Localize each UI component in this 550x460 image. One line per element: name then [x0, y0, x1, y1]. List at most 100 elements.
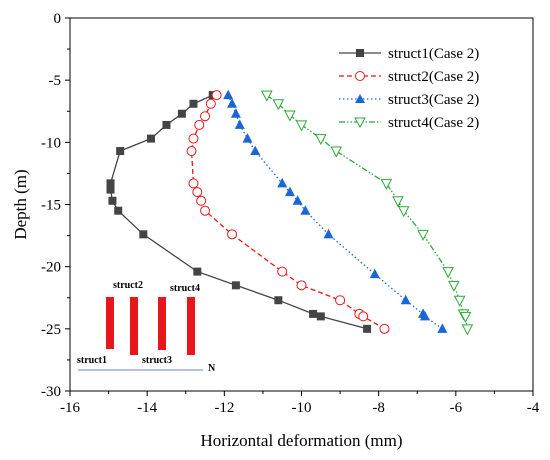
data-point-struct1	[177, 109, 186, 118]
x-axis-ticks: -16 -14 -12 -10 -8 -6 -4	[60, 391, 540, 416]
series-struct3	[223, 89, 448, 333]
legend-label-struct1: struct1(Case 2)	[388, 46, 479, 62]
x-tick-label: -6	[450, 400, 463, 416]
x-tick-label: -14	[137, 400, 157, 416]
data-point-struct1	[193, 267, 202, 276]
data-point-struct1	[189, 99, 198, 108]
data-point-struct4	[392, 196, 404, 208]
data-point-struct4	[272, 99, 285, 111]
data-point-struct3	[323, 228, 334, 239]
x-axis-title: Horizontal deformation (mm)	[200, 431, 402, 450]
data-point-struct2	[188, 178, 199, 189]
data-point-struct3	[250, 145, 261, 156]
series-line-struct4	[266, 94, 469, 329]
series-struct4	[260, 90, 474, 336]
inset-label-struct2: struct2	[113, 280, 143, 291]
series-line-struct1	[109, 94, 368, 330]
series-struct2	[186, 90, 390, 334]
y-axis-ticks: 0 -5 -10 -15 -20 -25 -30	[41, 11, 70, 400]
series-struct1	[106, 91, 372, 333]
data-point-struct2	[205, 98, 216, 109]
data-point-struct3	[284, 186, 295, 197]
data-point-struct3	[437, 323, 448, 333]
data-point-struct4	[260, 90, 273, 102]
data-point-struct3	[400, 294, 411, 305]
data-point-struct2	[211, 90, 222, 101]
data-point-struct3	[369, 268, 380, 279]
x-tick-label: -10	[292, 400, 312, 416]
data-point-struct4	[461, 324, 474, 336]
data-point-struct2	[358, 311, 369, 322]
data-point-struct2	[379, 323, 390, 334]
data-point-struct1	[116, 147, 125, 156]
data-point-struct3	[292, 195, 303, 205]
data-point-struct2	[335, 295, 346, 306]
inset-label-struct1: struct1	[77, 355, 107, 366]
data-point-struct4	[314, 134, 327, 146]
data-point-struct1	[231, 281, 240, 290]
y-axis-title: Depth (m)	[11, 169, 30, 239]
data-point-struct1	[309, 309, 318, 318]
legend-label-struct4: struct4(Case 2)	[388, 115, 479, 131]
data-point-struct4	[295, 120, 308, 132]
data-point-struct2	[194, 119, 205, 130]
data-point-struct3	[419, 310, 430, 321]
legend-marker-struct4	[354, 117, 366, 129]
y-tick-label: -25	[41, 322, 61, 338]
legend-entry-struct2: struct2(Case 2)	[339, 69, 479, 85]
inset-bar-struct3	[158, 297, 166, 350]
data-point-struct2	[277, 266, 288, 277]
data-point-struct2	[186, 146, 197, 157]
x-tick-label: -12	[214, 400, 234, 416]
data-point-struct2	[192, 187, 203, 198]
data-point-struct4	[448, 280, 460, 292]
y-tick-label: -15	[41, 198, 61, 214]
data-point-struct4	[397, 206, 410, 218]
legend-marker-struct3	[355, 94, 365, 103]
inset-bar-struct1	[106, 297, 114, 349]
data-point-struct4	[380, 178, 393, 190]
data-point-struct4	[453, 295, 466, 307]
data-point-struct1	[106, 179, 115, 188]
data-point-struct4	[284, 110, 296, 122]
data-point-struct2	[296, 280, 307, 291]
x-tick-label: -16	[60, 400, 80, 416]
legend-entry-struct1: struct1(Case 2)	[339, 46, 479, 62]
y-tick-label: 0	[54, 11, 62, 27]
data-point-struct2	[200, 111, 211, 122]
data-point-struct3	[230, 108, 241, 118]
legend-label-struct3: struct3(Case 2)	[388, 92, 479, 108]
data-point-struct1	[139, 230, 148, 239]
legend-entry-struct4: struct4(Case 2)	[339, 115, 479, 131]
y-tick-label: -30	[41, 384, 61, 400]
plot-frame	[69, 17, 534, 392]
data-point-struct1	[147, 134, 156, 143]
inset-diagram: struct2 struct4 struct1 struct3 N	[77, 280, 216, 374]
data-point-struct4	[459, 311, 472, 323]
data-point-struct4	[330, 146, 343, 158]
data-point-struct1	[108, 196, 117, 205]
x-tick-label: -4	[527, 400, 540, 416]
legend-marker-struct1	[356, 49, 364, 57]
y-tick-label: -5	[49, 73, 62, 89]
data-point-struct1	[274, 296, 283, 305]
data-point-struct2	[196, 195, 207, 206]
series-line-struct2	[190, 94, 385, 330]
inset-north-label: N	[208, 363, 216, 374]
data-point-struct3	[223, 89, 234, 100]
data-point-struct3	[234, 119, 245, 129]
legend: struct1(Case 2) struct2(Case 2) struct3(…	[339, 46, 479, 131]
data-point-struct3	[242, 133, 253, 143]
legend-label-struct2: struct2(Case 2)	[388, 69, 479, 85]
data-point-struct3	[300, 205, 311, 215]
data-point-struct1	[316, 312, 325, 321]
x-tick-label: -8	[372, 400, 385, 416]
data-point-struct3	[277, 177, 288, 188]
data-point-struct2	[200, 205, 211, 216]
inset-label-struct4: struct4	[170, 283, 200, 294]
data-point-struct1	[363, 324, 372, 333]
legend-marker-struct2	[355, 71, 365, 81]
data-point-struct2	[188, 133, 199, 144]
series-layer	[106, 89, 474, 336]
data-point-struct1	[106, 185, 115, 194]
